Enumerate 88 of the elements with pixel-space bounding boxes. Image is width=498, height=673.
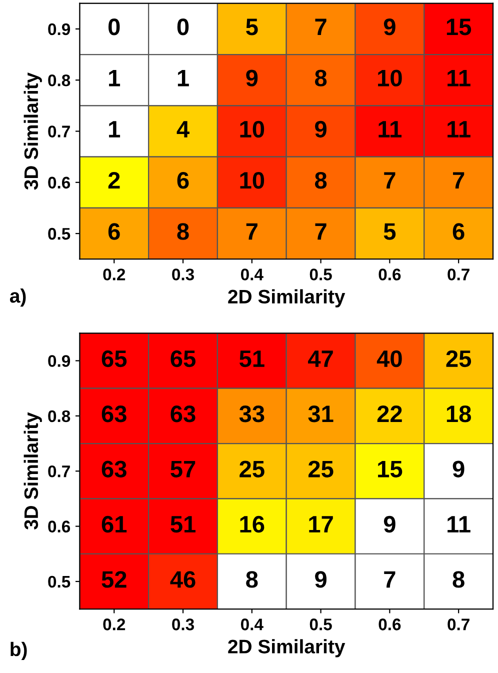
data-label: 22: [377, 406, 402, 422]
text: b): [10, 642, 27, 660]
data-label: 6: [452, 223, 464, 240]
y-tick-label: 0.9: [48, 23, 70, 36]
y-tick-label: 0.8: [48, 74, 70, 86]
data-label: 15: [378, 460, 402, 478]
data-label: 7: [384, 172, 396, 188]
data-label: 9: [384, 516, 396, 533]
x-tick-label: 0.6: [378, 268, 401, 280]
data-label: 10: [240, 120, 264, 138]
data-label: 25: [240, 460, 264, 478]
data-label: 16: [240, 516, 264, 533]
x-tick-label: 0.7: [448, 618, 470, 630]
data-label: 7: [315, 223, 326, 240]
data-label: 18: [446, 406, 471, 422]
data-label: 6: [177, 172, 189, 189]
data-label: 7: [315, 18, 326, 36]
data-label: 33: [239, 406, 264, 422]
data-label: 6: [108, 223, 120, 240]
y-tick-label: 0.6: [48, 176, 70, 189]
data-label: 11: [448, 121, 470, 138]
data-label: 9: [315, 120, 326, 138]
data-label: 25: [446, 350, 472, 368]
data-label: 25: [308, 460, 334, 478]
y-tick-label: 0.6: [48, 520, 70, 532]
data-label: 57: [170, 460, 196, 478]
data-label: 8: [246, 571, 258, 588]
x-tick-label: 0.5: [310, 268, 332, 280]
x-tick-label: 0.2: [103, 268, 126, 280]
data-label: 47: [308, 350, 333, 367]
x-tick-label: 0.2: [103, 618, 126, 630]
y-tick-label: 0.8: [48, 410, 70, 422]
data-label: 8: [177, 223, 189, 240]
data-label: 9: [452, 460, 464, 478]
data-label: 1: [109, 70, 120, 86]
y-axis-title: 3D Similarity: [24, 72, 42, 190]
data-label: 4: [176, 121, 190, 138]
data-label: 46: [170, 571, 196, 588]
x-tick-label: 0.6: [378, 618, 401, 630]
data-label: 7: [246, 223, 258, 240]
y-tick-label: 0.9: [48, 355, 70, 367]
data-label: 61: [102, 516, 127, 533]
data-label: 11: [448, 516, 470, 532]
data-label: 1: [109, 121, 120, 138]
x-tick-label: 0.7: [448, 268, 470, 280]
data-label: 9: [384, 18, 396, 36]
data-label: 0: [108, 18, 120, 36]
x-axis-title: 2D Similarity: [228, 639, 346, 658]
data-label: 51: [170, 516, 196, 533]
y-tick-label: 0.7: [48, 126, 70, 138]
data-label: 63: [170, 406, 196, 422]
y-axis-title: 3D Similarity: [24, 412, 42, 530]
x-tick-label: 0.3: [172, 618, 194, 630]
data-label: 7: [384, 571, 396, 588]
data-label: 0: [177, 18, 189, 36]
data-label: 51: [240, 350, 264, 368]
data-label: 65: [102, 350, 127, 368]
data-label: 15: [446, 18, 472, 36]
x-axis-title: 2D Similarity: [228, 289, 346, 308]
y-tick-label: 0.7: [48, 466, 70, 478]
data-label: 7: [453, 172, 464, 188]
text: a): [10, 288, 26, 307]
x-tick-label: 0.5: [310, 618, 332, 630]
data-label: 8: [314, 172, 327, 189]
data-label: 31: [308, 406, 334, 422]
y-tick-label: 0.5: [48, 228, 70, 240]
data-label: 1: [178, 70, 189, 86]
data-label: 8: [314, 70, 327, 86]
x-tick-label: 0.4: [240, 618, 264, 630]
data-label: 10: [240, 172, 264, 189]
data-label: 8: [452, 571, 464, 588]
data-label: 52: [102, 571, 126, 588]
x-tick-label: 0.3: [172, 268, 194, 280]
data-label: 63: [102, 406, 126, 422]
data-label: 17: [309, 516, 333, 532]
data-label: 5: [246, 18, 258, 36]
data-label: 40: [376, 350, 402, 368]
x-tick-label: 0.4: [240, 268, 264, 280]
data-label: 5: [384, 223, 396, 240]
y-tick-label: 0.5: [48, 576, 70, 588]
data-label: 65: [170, 350, 196, 368]
data-label: 10: [378, 70, 402, 86]
data-label: 11: [378, 121, 402, 138]
data-label: 63: [102, 460, 126, 478]
data-label: 11: [448, 70, 470, 86]
data-label: 9: [246, 70, 258, 86]
data-label: 2: [108, 172, 120, 188]
data-label: 9: [315, 571, 326, 588]
